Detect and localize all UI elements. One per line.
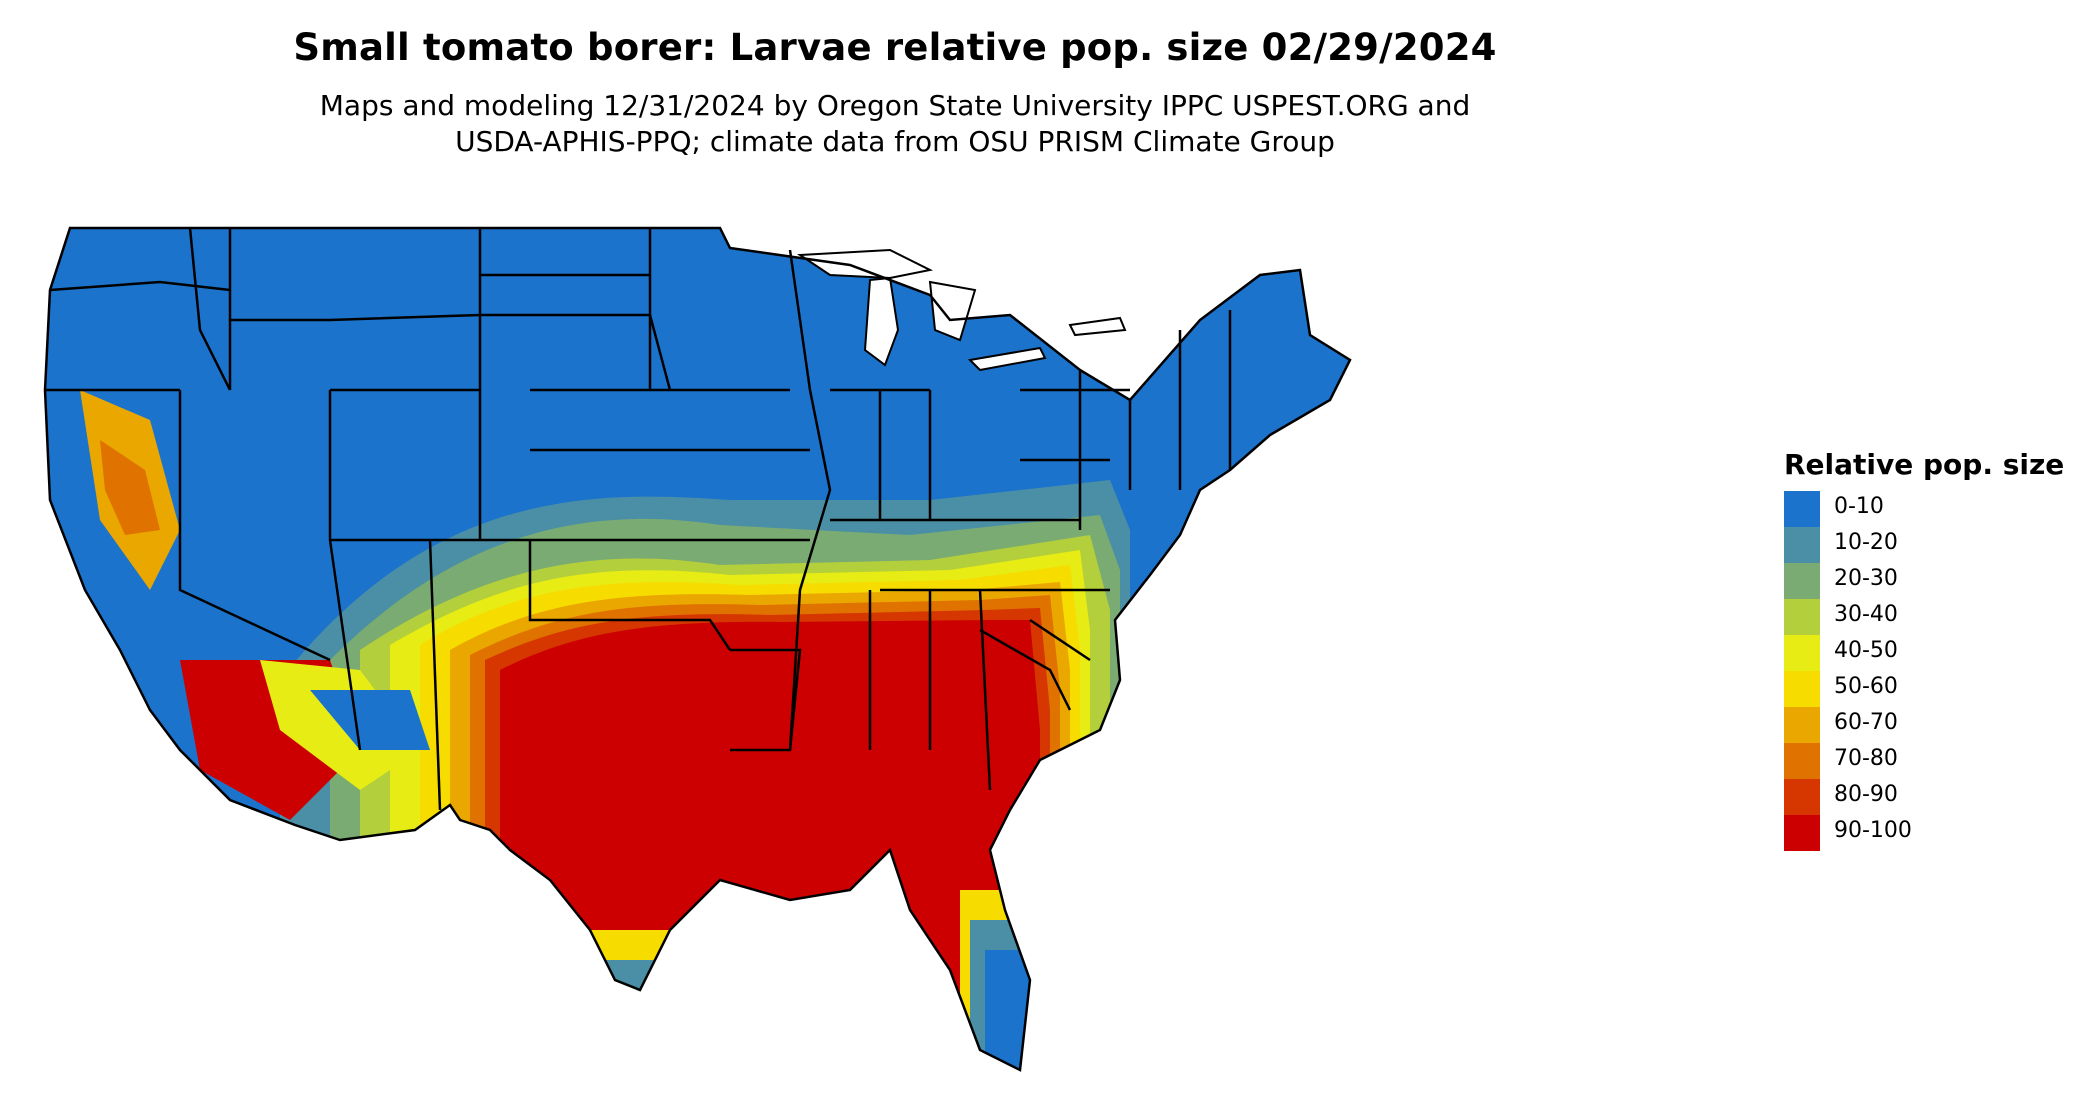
legend-swatch xyxy=(1784,599,1820,635)
state-borders xyxy=(43,226,1352,1072)
lake-erie xyxy=(967,346,1047,372)
az-mountain-cool xyxy=(310,690,430,750)
legend-label: 90-100 xyxy=(1834,818,1912,843)
legend: Relative pop. size 0-10 10-20 20-30 30-40 40… xyxy=(1784,448,2064,851)
legend-label: 60-70 xyxy=(1834,710,1898,735)
lake-huron xyxy=(928,280,977,342)
zone-90-100 xyxy=(500,620,1040,1070)
legend-label: 10-20 xyxy=(1834,530,1898,555)
legend-item: 50-60 xyxy=(1784,671,2064,707)
legend-label: 50-60 xyxy=(1834,674,1898,699)
map-subtitle-line-2: USDA-APHIS-PPQ; climate data from OSU PR… xyxy=(455,125,1335,158)
legend-swatch xyxy=(1784,779,1820,815)
legend-item: 70-80 xyxy=(1784,743,2064,779)
map-subtitle-line-1: Maps and modeling 12/31/2024 by Oregon S… xyxy=(319,89,1471,122)
legend-swatch xyxy=(1784,491,1820,527)
legend-label: 70-80 xyxy=(1834,746,1898,771)
us-map xyxy=(30,190,1750,1110)
legend-swatch xyxy=(1784,743,1820,779)
legend-item: 40-50 xyxy=(1784,635,2064,671)
lake-superior xyxy=(796,248,934,280)
legend-swatch xyxy=(1784,563,1820,599)
legend-item: 90-100 xyxy=(1784,815,2064,851)
map-title: Small tomato borer: Larvae relative pop.… xyxy=(293,26,1497,69)
legend-label: 30-40 xyxy=(1834,602,1898,627)
legend-item: 80-90 xyxy=(1784,779,2064,815)
legend-label: 40-50 xyxy=(1834,638,1898,663)
legend-item: 30-40 xyxy=(1784,599,2064,635)
legend-item: 10-20 xyxy=(1784,527,2064,563)
legend-item: 0-10 xyxy=(1784,491,2064,527)
legend-items: 0-10 10-20 20-30 30-40 40-50 50-60 60-70 70-80 8… xyxy=(1784,491,2064,851)
legend-title: Relative pop. size xyxy=(1784,448,2065,481)
legend-swatch xyxy=(1784,635,1820,671)
legend-label: 0-10 xyxy=(1834,494,1884,519)
legend-swatch xyxy=(1784,707,1820,743)
legend-label: 80-90 xyxy=(1834,782,1898,807)
legend-item: 60-70 xyxy=(1784,707,2064,743)
florida-tip-cold xyxy=(985,950,1040,1070)
legend-item: 20-30 xyxy=(1784,563,2064,599)
lake-ontario xyxy=(1068,316,1127,337)
california-central-valley-hot xyxy=(100,440,160,535)
legend-swatch xyxy=(1784,815,1820,851)
legend-swatch xyxy=(1784,527,1820,563)
legend-label: 20-30 xyxy=(1834,566,1898,591)
legend-swatch xyxy=(1784,671,1820,707)
